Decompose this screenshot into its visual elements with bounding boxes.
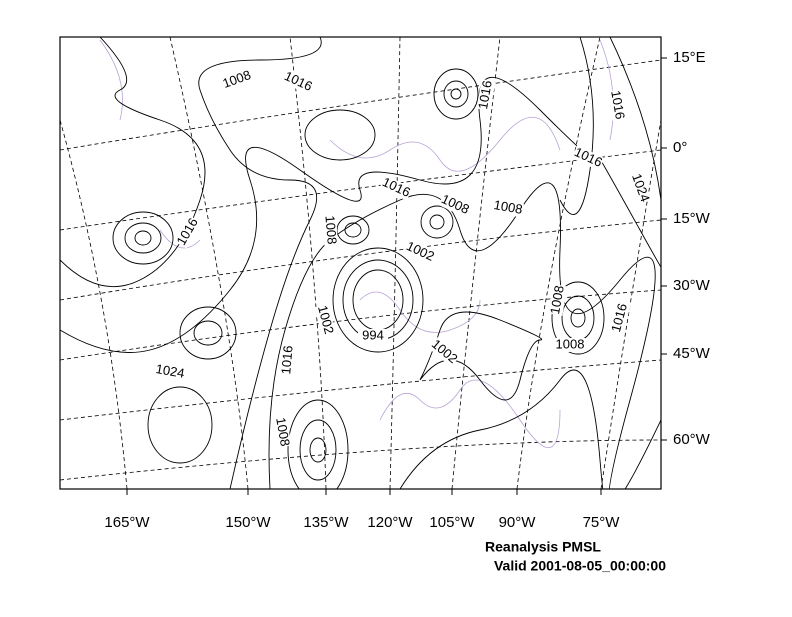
lat-label: 15°W [673,210,711,227]
contour-label: 1016 [475,79,495,110]
map-subtitle: Valid 2001-08-05_00:00:00 [494,558,666,574]
contour-label: 1008 [273,416,293,447]
lat-label: 45°W [673,345,711,362]
contour-label: 1016 [282,68,315,94]
contour-label: 1016 [278,345,295,375]
contour-label: 1016 [608,89,628,120]
contour-label-bg [438,192,472,218]
contour-label: 1002 [404,238,437,264]
contour-label: 1016 [608,302,630,334]
contour-label-bg [279,344,297,376]
contour-label-bg [403,239,437,265]
contour-label-bg [476,79,496,111]
contour-label: 1024 [155,361,186,381]
contour-label: 1008 [556,336,585,351]
contour-label-bg [220,68,254,92]
lat-label: 30°W [673,277,711,294]
contour-label-bg [154,362,186,382]
contour-label-bg [607,89,627,121]
lon-label: 90°W [499,514,537,531]
contour-label: 1016 [380,174,413,200]
lon-label: 120°W [367,514,413,531]
contour-label: 1008 [322,215,339,245]
contour-label-bg [428,336,460,368]
lon-label: 105°W [429,514,475,531]
lat-label: 60°W [673,431,711,448]
contour-label: 1016 [572,144,605,170]
lat-label: 0° [673,139,687,156]
map-title: Reanalysis PMSL [485,539,601,555]
map-field [60,37,661,489]
contour-label-bg [321,214,339,246]
contour-label-bg [314,303,336,337]
contour-label: 1008 [439,191,472,217]
contour-label-bg [379,175,413,201]
lat-label: 15°E [673,49,706,66]
contour-label-bg [571,145,605,171]
contour-label: 994 [362,327,384,342]
lon-label: 75°W [583,514,621,531]
contour-label-bg [628,171,652,205]
contour-label-bg [358,329,388,343]
contour-label: 1008 [493,197,524,217]
contour-label: 1002 [315,304,337,336]
contour-label: 1008 [547,284,567,315]
contour-label: 1002 [429,336,461,366]
lon-label: 165°W [104,514,150,531]
lon-label: 135°W [303,514,349,531]
lon-label: 150°W [225,514,271,531]
map-frame [59,36,662,490]
contour-label-bg [174,215,202,249]
contour-label-bg [281,69,315,95]
contour-label-bg [548,284,568,316]
contour-label-bg [272,416,292,448]
contour-label-bg [492,198,524,218]
contour-label-bg [555,338,585,352]
contour-label-bg [609,301,631,335]
